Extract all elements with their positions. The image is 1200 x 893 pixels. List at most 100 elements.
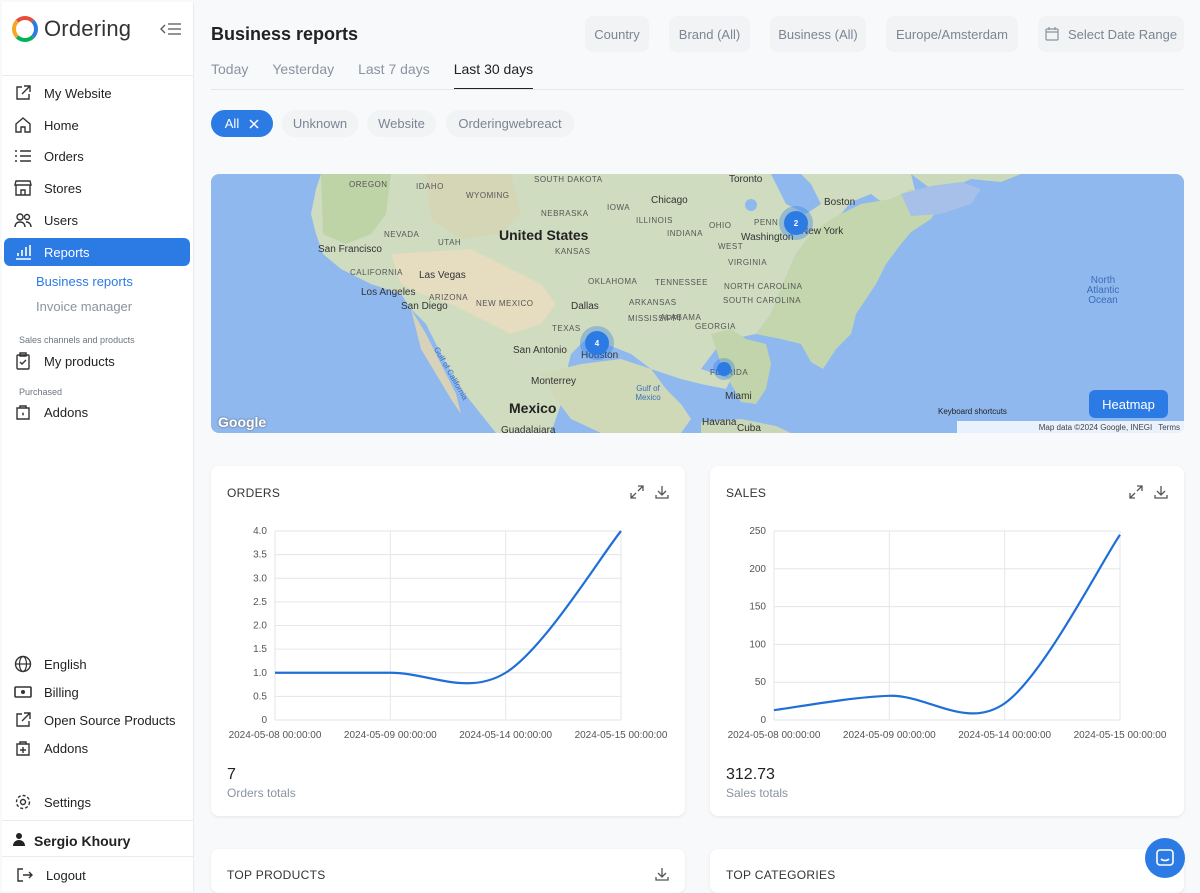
y-tick-label: 1.0 (253, 668, 267, 679)
download-icon[interactable] (1153, 484, 1169, 500)
logout-button[interactable]: Logout (6, 861, 192, 889)
map-label-wyoming: WYOMING (466, 191, 510, 200)
map-label-san-francisco: San Francisco (318, 244, 382, 255)
sales-total: 312.73 (726, 766, 775, 783)
close-icon[interactable] (249, 118, 259, 129)
map-label-kansas: KANSAS (555, 247, 591, 256)
map-label-oklahoma: OKLAHOMA (588, 277, 638, 286)
sidebar-item-language[interactable]: English (4, 650, 190, 678)
download-icon[interactable] (654, 484, 670, 500)
x-tick-label: 2024-05-14 00:00:00 (958, 730, 1051, 741)
map-label-monterrey: Monterrey (531, 376, 577, 387)
country-filter[interactable]: Country (585, 16, 649, 52)
channel-chip-unknown[interactable]: Unknown (282, 110, 358, 137)
x-tick-label: 2024-05-15 00:00:00 (1074, 730, 1167, 741)
x-tick-label: 2024-05-14 00:00:00 (459, 730, 552, 741)
map-label-los-angeles: Los Angeles (361, 287, 416, 298)
sidebar-item-label: English (44, 656, 87, 672)
heatmap-button[interactable]: Heatmap (1089, 390, 1168, 418)
sidebar-item-label: Settings (44, 794, 91, 810)
external-link-icon (14, 711, 32, 729)
tab-last-7-days[interactable]: Last 7 days (358, 61, 430, 77)
tab-last-30-days[interactable]: Last 30 days (453, 60, 534, 90)
channel-chip-orderingwebreact[interactable]: Orderingwebreact (446, 110, 574, 137)
user-profile[interactable]: Sergio Khoury (12, 832, 130, 849)
clipboard-check-icon (14, 352, 32, 370)
map-label-california: CALIFORNIA (350, 268, 404, 277)
sidebar-subitem-business-reports[interactable]: Business reports (36, 274, 133, 289)
map-label-north-carolina: NORTH CAROLINA (724, 282, 803, 291)
keyboard-shortcuts-link[interactable]: Keyboard shortcuts (938, 407, 1007, 416)
sidebar-item-label: Addons (44, 404, 89, 420)
terms-link[interactable]: Terms (1158, 422, 1180, 432)
tab-yesterday[interactable]: Yesterday (272, 61, 335, 77)
expand-icon[interactable] (629, 484, 645, 500)
shopping-bag-icon (14, 403, 32, 421)
y-tick-label: 3.5 (253, 550, 267, 561)
period-tabs: Today Yesterday Last 7 days Last 30 days (211, 60, 557, 90)
sidebar-item-my-website[interactable]: My Website (4, 79, 190, 107)
user-icon (12, 832, 26, 849)
sidebar-item-users[interactable]: Users (4, 206, 190, 234)
map-cluster-northeast[interactable]: 2 (784, 211, 808, 235)
expand-icon[interactable] (1128, 484, 1144, 500)
tab-today[interactable]: Today (211, 61, 249, 77)
sidebar-item-reports[interactable]: Reports (4, 238, 190, 266)
map-label-cuba: Cuba (737, 423, 761, 433)
store-icon (14, 179, 32, 197)
map-label-houston: Houston (581, 350, 619, 361)
calendar-icon (1045, 27, 1059, 41)
sidebar-item-label: Reports (44, 244, 90, 260)
map-cluster-houston[interactable]: 4 (585, 331, 609, 355)
timezone-filter[interactable]: Europe/Amsterdam (886, 16, 1018, 52)
sidebar-item-addons-bottom[interactable]: Addons (4, 734, 190, 762)
map-label-mexico: Mexico (509, 400, 557, 416)
globe-icon (14, 655, 32, 673)
sidebar-item-label: Home (44, 117, 79, 133)
section-label-sales-channels: Sales channels and products (19, 335, 135, 345)
map-label-miami: Miami (725, 391, 752, 402)
map-label-new-mexico: NEW MEXICO (476, 299, 534, 308)
external-link-icon (14, 84, 32, 102)
sidebar-item-label: Addons (44, 740, 89, 756)
sidebar-item-label: Orders (44, 148, 84, 164)
collapse-sidebar-icon[interactable] (160, 20, 182, 38)
channel-chip-website[interactable]: Website (367, 110, 436, 137)
user-name: Sergio Khoury (34, 832, 131, 849)
list-icon (14, 147, 32, 165)
download-icon[interactable] (654, 866, 670, 882)
x-tick-label: 2024-05-08 00:00:00 (229, 730, 322, 741)
sidebar-item-orders[interactable]: Orders (4, 142, 190, 170)
sidebar-item-my-products[interactable]: My products (4, 347, 190, 375)
sidebar-item-billing[interactable]: Billing (4, 678, 190, 706)
sales-line-chart: 0 50 100 150 200 250 2024-05-08 00:00:00 2024-0… (728, 526, 1167, 741)
brand-filter[interactable]: Brand (All) (669, 16, 750, 52)
map-label-nevada: NEVADA (384, 230, 420, 239)
channel-chip-all[interactable]: All (211, 110, 273, 137)
business-filter[interactable]: Business (All) (770, 16, 866, 52)
bar-chart-icon (14, 243, 32, 261)
sidebar-item-settings[interactable]: Settings (4, 788, 190, 816)
logo[interactable]: Ordering (12, 14, 131, 44)
sidebar-item-stores[interactable]: Stores (4, 174, 190, 202)
y-tick-label: 200 (749, 564, 766, 575)
top-products-card: TOP PRODUCTS (211, 849, 685, 893)
sidebar-item-open-source-products[interactable]: Open Source Products (4, 706, 190, 734)
home-icon (14, 116, 32, 134)
orders-map[interactable]: OREGON IDAHO WYOMING SOUTH DAKOTA NEBRAS… (211, 174, 1184, 433)
chat-button[interactable] (1145, 838, 1185, 878)
y-tick-label: 4.0 (253, 526, 267, 537)
sidebar-item-home[interactable]: Home (4, 111, 190, 139)
map-label-chicago: Chicago (651, 195, 688, 206)
map-label-indiana: INDIANA (667, 229, 703, 238)
y-tick-label: 150 (749, 602, 766, 613)
channel-chip-label: All (224, 116, 240, 131)
map-label-idaho: IDAHO (416, 182, 444, 191)
sidebar-item-addons[interactable]: Addons (4, 398, 190, 426)
map-marker-miami[interactable] (717, 362, 731, 376)
x-tick-label: 2024-05-15 00:00:00 (575, 730, 668, 741)
sidebar-subitem-invoice-manager[interactable]: Invoice manager (36, 299, 133, 314)
date-range-picker[interactable]: Select Date Range (1038, 16, 1184, 52)
map-label-alabama: ALABAMA (660, 313, 702, 322)
map-label-arizona: ARIZONA (429, 293, 469, 302)
